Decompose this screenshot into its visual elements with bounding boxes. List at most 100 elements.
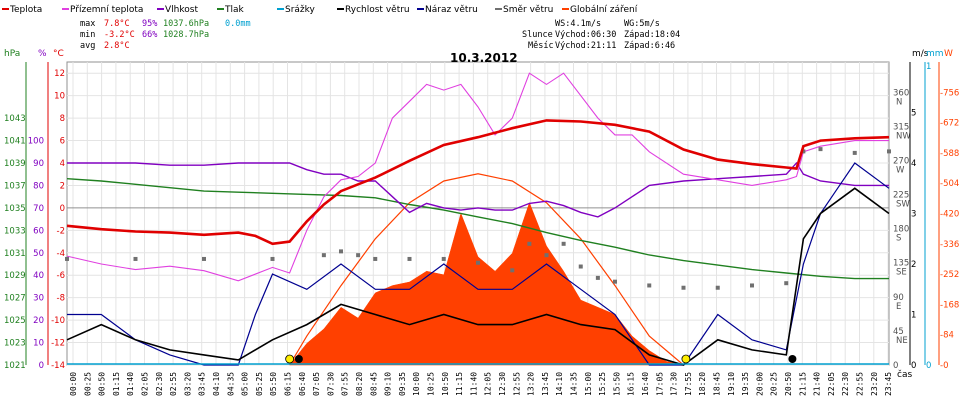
legend-label: Vlhkost xyxy=(165,5,198,15)
axis-unit-labels: hPa % °C m/s mm W čas xyxy=(4,49,953,380)
temp-tick-label: -4 xyxy=(57,249,65,259)
direction-tick-label: 270 xyxy=(893,156,909,166)
pressure-tick-label: 1021 xyxy=(4,361,26,371)
series-temperature-line xyxy=(66,119,890,246)
series-wind-direction-point xyxy=(578,264,583,269)
x-tick-label: 04:10 xyxy=(212,372,221,396)
precip-tick-label: 1 xyxy=(926,62,931,72)
x-tick-label: 08:20 xyxy=(355,372,364,396)
series-wind-direction-point xyxy=(784,281,789,286)
humidity-tick-label: 100 xyxy=(28,137,44,147)
x-tick-label: 09:10 xyxy=(384,372,393,396)
moon-label: Měsíc xyxy=(528,41,554,51)
moonset-marker-icon xyxy=(294,355,303,363)
x-tick-label: 02:30 xyxy=(155,372,164,396)
x-tick-label: 12:05 xyxy=(484,372,493,396)
x-tick-label: 13:20 xyxy=(527,372,536,396)
series-wind-gust-line xyxy=(67,162,890,366)
x-tick-label: 17:05 xyxy=(655,372,664,396)
x-tick-label: 16:40 xyxy=(641,372,650,396)
x-tick-label: 00:00 xyxy=(69,372,78,396)
humidity-tick-label: 80 xyxy=(33,181,44,191)
temp-tick-label: 8 xyxy=(60,114,65,124)
radiation-tick-label: -672 xyxy=(940,119,959,129)
direction-tick-compass: N xyxy=(896,97,902,107)
x-tick-label: 08:45 xyxy=(369,372,378,396)
radiation-tick-label: -588 xyxy=(940,149,959,159)
pressure-tick-label: 1029 xyxy=(4,271,26,281)
direction-tick-label: 90 xyxy=(893,293,904,303)
direction-tick-label: 0 xyxy=(893,361,898,371)
temp-tick-label: -10 xyxy=(51,316,65,326)
pressure-tick-label: 1043 xyxy=(4,114,26,124)
x-tick-label: 05:25 xyxy=(255,372,264,396)
moon-rise: Východ:21:11 xyxy=(555,41,616,51)
x-tick-label: 10:25 xyxy=(427,372,436,396)
x-tick-label: 12:30 xyxy=(498,372,507,396)
temp-tick-label: 6 xyxy=(60,137,65,147)
wind-gust-info: WG:5m/s xyxy=(624,19,660,29)
x-tick-label: 00:25 xyxy=(83,372,92,396)
x-tick-label: 04:35 xyxy=(226,372,235,396)
radiation-tick-label: -504 xyxy=(940,179,959,189)
unit-temperature: °C xyxy=(53,49,64,59)
wind-tick-label: 3 xyxy=(911,210,916,220)
humidity-tick-label: 0 xyxy=(39,361,44,371)
series-wind-direction-point xyxy=(356,253,361,258)
x-tick-label: 07:05 xyxy=(312,372,321,396)
x-tick-label: 17:30 xyxy=(670,372,679,396)
x-axis: 00:00 00:25 00:50 01:15 01:40 02:05 02:30 02:55… xyxy=(69,372,893,396)
series-ground-temp-line xyxy=(66,72,889,282)
series-wind-direction-point xyxy=(595,275,600,280)
x-tick-label: 02:55 xyxy=(169,372,178,396)
x-tick-label: 20:00 xyxy=(755,372,764,396)
x-tick-label: 05:00 xyxy=(241,372,250,396)
humidity-tick-label: 30 xyxy=(33,294,44,304)
direction-tick-compass: E xyxy=(896,302,901,312)
series-wind-direction-point xyxy=(647,283,652,288)
temp-tick-label: 0 xyxy=(60,204,65,214)
x-tick-label: 06:40 xyxy=(298,372,307,396)
temp-tick-label: -6 xyxy=(57,271,65,281)
unit-radiation: W xyxy=(944,49,953,59)
humidity-tick-label: 40 xyxy=(33,271,44,281)
unit-time: čas xyxy=(897,369,912,380)
humidity-tick-label: 10 xyxy=(33,339,44,349)
stat-precip: 0.0mm xyxy=(225,19,251,29)
series-wind-direction-point xyxy=(544,253,549,258)
series-wind-direction-point xyxy=(441,256,446,261)
sunset-marker-icon xyxy=(681,354,691,364)
unit-humidity: % xyxy=(38,49,47,59)
pressure-tick-label: 1023 xyxy=(4,339,26,349)
legend-label: Náraz větru xyxy=(425,5,478,15)
direction-tick-label: 360 xyxy=(893,88,909,98)
x-tick-label: 05:50 xyxy=(269,372,278,396)
sun-label: Slunce xyxy=(522,30,553,40)
wind-speed-info: WS:4.1m/s xyxy=(555,19,601,29)
series-layer xyxy=(65,72,891,366)
series-clear-sky-line xyxy=(289,173,684,366)
stat-max-temp: 7.8°C xyxy=(104,19,130,29)
x-tick-label: 16:15 xyxy=(627,372,636,396)
temp-tick-label: 2 xyxy=(60,181,65,191)
x-tick-label: 22:05 xyxy=(827,372,836,396)
series-wind-direction-point xyxy=(852,150,857,155)
x-tick-label: 19:10 xyxy=(727,372,736,396)
series-wind-direction-point xyxy=(65,256,69,261)
x-tick-label: 15:50 xyxy=(612,372,621,396)
series-wind-direction-point xyxy=(133,256,138,261)
stat-max-hum: 95% xyxy=(142,19,157,29)
x-tick-label: 19:35 xyxy=(741,372,750,396)
series-wind-direction-point xyxy=(527,241,532,246)
direction-tick-label: 45 xyxy=(893,327,904,337)
stat-max-press: 1037.6hPa xyxy=(163,19,209,29)
x-tick-label: 01:15 xyxy=(112,372,121,396)
x-tick-label: 22:30 xyxy=(841,372,850,396)
direction-tick-compass: W xyxy=(896,165,905,175)
x-tick-label: 11:15 xyxy=(455,372,464,396)
temp-tick-label: -12 xyxy=(51,339,65,349)
wind-tick-label: 5 xyxy=(911,109,916,119)
legend-label: Rychlost větru xyxy=(345,5,410,15)
